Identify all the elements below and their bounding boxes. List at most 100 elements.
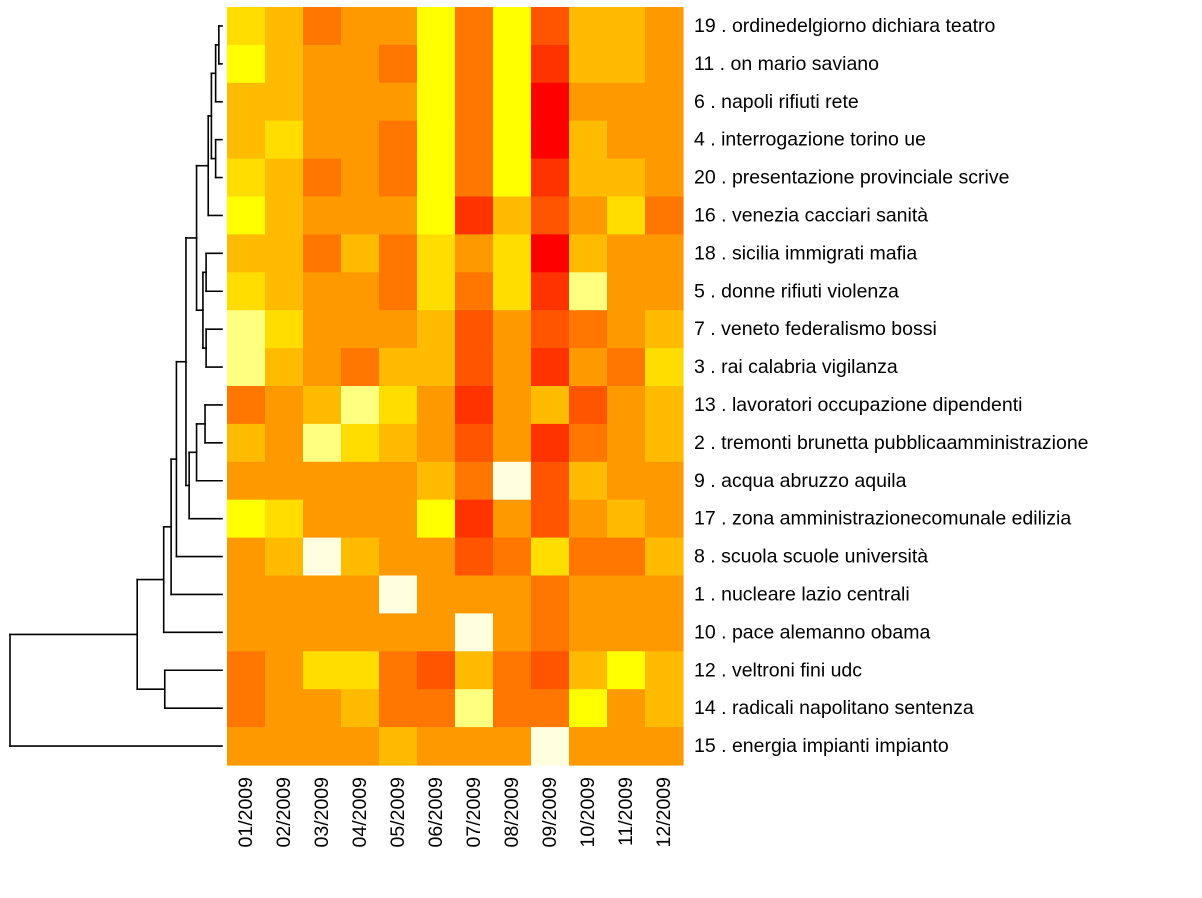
heatmap-cells: [227, 7, 684, 766]
heatmap-cell: [531, 234, 570, 273]
heatmap-cell: [493, 727, 532, 766]
heatmap-cell: [455, 423, 494, 463]
heatmap-cell: [569, 196, 608, 235]
heatmap-cell: [455, 575, 494, 614]
heatmap-cell: [607, 499, 646, 539]
heatmap-cell: [265, 196, 304, 235]
heatmap-cell: [303, 537, 342, 577]
heatmap-cell: [379, 272, 418, 311]
heatmap-cell: [607, 613, 646, 652]
heatmap-cell: [645, 461, 684, 501]
heatmap-cell: [645, 7, 684, 46]
heatmap-cell: [455, 348, 494, 387]
heatmap-cell: [341, 727, 380, 766]
heatmap-cell: [265, 348, 304, 387]
heatmap-cell: [569, 82, 608, 122]
row-label: 2 . tremonti brunetta pubblicaamministra…: [694, 432, 1089, 454]
heatmap-cell: [569, 537, 608, 577]
heatmap-cell: [227, 461, 266, 501]
heatmap-cell: [531, 651, 570, 690]
heatmap-cell: [265, 272, 304, 311]
heatmap-cell: [303, 272, 342, 311]
heatmap-cell: [227, 537, 266, 577]
heatmap-cell: [303, 499, 342, 539]
heatmap-cell: [341, 120, 380, 160]
heatmap-cell: [341, 537, 380, 577]
heatmap-cell: [531, 689, 570, 728]
heatmap-cell: [341, 613, 380, 652]
heatmap-cell: [493, 575, 532, 614]
row-label: 20 . presentazione provinciale scrive: [694, 167, 1009, 189]
heatmap-cell: [265, 727, 304, 766]
column-label: 08/2009: [501, 777, 523, 848]
heatmap-cell: [341, 386, 380, 425]
heatmap-cell: [341, 44, 380, 84]
heatmap-cell: [645, 613, 684, 652]
heatmap-cell: [645, 234, 684, 273]
heatmap-cell: [379, 461, 418, 501]
heatmap-cell: [265, 575, 304, 614]
heatmap-cell: [265, 461, 304, 501]
heatmap-cell: [341, 7, 380, 46]
heatmap-cell: [303, 348, 342, 387]
heatmap-cell: [341, 196, 380, 235]
row-label: 14 . radicali napolitano sentenza: [694, 697, 974, 719]
heatmap-cell: [493, 689, 532, 728]
heatmap-cell: [455, 234, 494, 273]
heatmap-cell: [379, 613, 418, 652]
heatmap-cell: [531, 537, 570, 577]
heatmap-cell: [227, 44, 266, 84]
heatmap-cell: [379, 310, 418, 349]
heatmap-cell: [227, 310, 266, 349]
heatmap-cell: [303, 461, 342, 501]
row-label: 18 . sicilia immigrati mafia: [694, 242, 917, 264]
heatmap-cell: [493, 310, 532, 349]
heatmap-cell: [227, 727, 266, 766]
heatmap-cell: [569, 234, 608, 273]
heatmap-cell: [455, 499, 494, 539]
heatmap-cell: [227, 196, 266, 235]
heatmap-cell: [265, 537, 304, 577]
heatmap-cell: [493, 234, 532, 273]
heatmap-cell: [569, 689, 608, 728]
heatmap-cell: [607, 120, 646, 160]
heatmap-cell: [455, 82, 494, 122]
heatmap-cell: [417, 196, 456, 235]
heatmap-cell: [531, 120, 570, 160]
heatmap-cell: [569, 310, 608, 349]
column-label: 04/2009: [349, 777, 371, 848]
heatmap-cell: [417, 348, 456, 387]
heatmap-cell: [379, 82, 418, 122]
heatmap-cell: [265, 310, 304, 349]
heatmap-cell: [607, 7, 646, 46]
heatmap-cell: [645, 272, 684, 311]
heatmap-cell: [531, 310, 570, 349]
heatmap-cell: [569, 348, 608, 387]
heatmap-cell: [607, 727, 646, 766]
heatmap-cell: [493, 613, 532, 652]
heatmap-cell: [607, 575, 646, 614]
heatmap-cell: [607, 196, 646, 235]
heatmap-cell: [303, 386, 342, 425]
heatmap-cell: [417, 310, 456, 349]
heatmap-cell: [379, 234, 418, 273]
column-label: 11/2009: [615, 777, 637, 846]
heatmap-cell: [417, 613, 456, 652]
heatmap-cell: [417, 461, 456, 501]
heatmap-cell: [303, 120, 342, 160]
heatmap-cell: [227, 651, 266, 690]
row-label: 10 . pace alemanno obama: [694, 621, 930, 643]
heatmap-cell: [531, 386, 570, 425]
heatmap-cell: [227, 82, 266, 122]
heatmap-cell: [607, 348, 646, 387]
heatmap-cell: [569, 7, 608, 46]
heatmap-cell: [341, 499, 380, 539]
heatmap-cell: [645, 727, 684, 766]
heatmap-cell: [569, 613, 608, 652]
heatmap-cell: [303, 310, 342, 349]
heatmap-cell: [303, 196, 342, 235]
heatmap-cell: [379, 348, 418, 387]
heatmap-cell: [493, 44, 532, 84]
heatmap-cell: [569, 158, 608, 198]
column-label: 05/2009: [387, 777, 409, 848]
